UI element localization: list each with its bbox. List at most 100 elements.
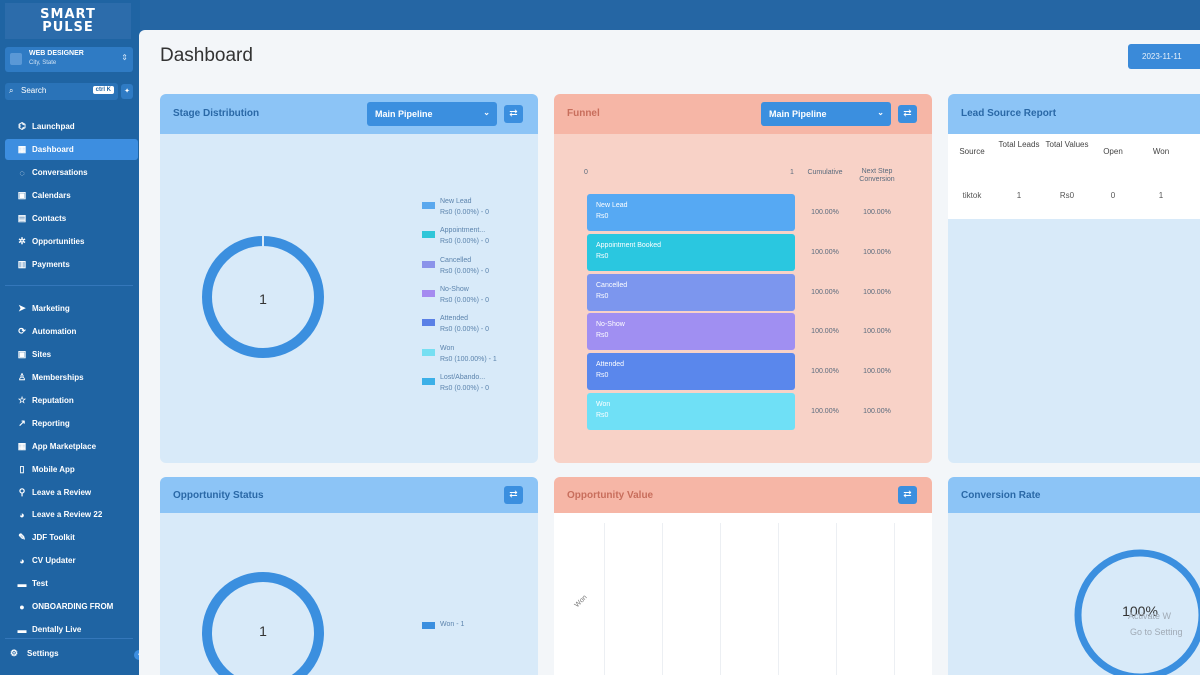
funnel-stage-name: Won [596, 401, 611, 408]
sidebar-item-test[interactable]: ▬ Test [0, 573, 140, 594]
automation-icon: ⟳ [18, 326, 26, 336]
sidebar-item-reporting[interactable]: ↗ Reporting [0, 413, 140, 434]
card-header: Opportunity Status ⇄ [160, 477, 538, 513]
swap-icon[interactable]: ⇄ [898, 486, 917, 504]
sidebar-item-contacts[interactable]: ▤ Contacts [0, 208, 140, 229]
monitor-icon: ▬ [17, 578, 27, 589]
legend-swatch [422, 289, 435, 297]
sidebar-item-leave-a-review[interactable]: ⚲ Leave a Review [0, 482, 140, 503]
grid-icon: ▦ [17, 144, 27, 154]
sidebar-item-label: JDF Toolkit [32, 533, 75, 542]
sidebar-item-memberships[interactable]: ♙ Memberships [0, 367, 140, 388]
grid-line [720, 523, 721, 675]
table-cell: tiktok [962, 191, 982, 200]
card-header: Funnel Main Pipeline ⌄ ⇄ [554, 94, 932, 134]
star-icon: ☆ [17, 395, 27, 405]
table-column-header: Won [1152, 147, 1170, 156]
funnel-cumulative: 100.00% [811, 328, 839, 336]
legend-stage-name: New Lead [440, 198, 472, 205]
funnel-stage-value: Rs0 [596, 252, 609, 260]
swap-icon[interactable]: ⇄ [504, 105, 523, 123]
donut-total: 1 [259, 623, 267, 639]
legend-stage-name: Won [440, 344, 455, 352]
lead-source-table: Source Total Leads Total Values Open Won tik… [948, 134, 1200, 219]
sidebar-item-label: Sites [32, 350, 52, 359]
funnel-bar[interactable]: No-Show Rs0 [587, 313, 795, 351]
sidebar-item-payments[interactable]: ▥ Payments [0, 254, 140, 275]
funnel-next-conversion: 100.00% [863, 368, 891, 376]
sidebar-item-label: CV Updater [32, 556, 76, 565]
sidebar-item-opportunities[interactable]: ✲ Opportunities [0, 231, 140, 252]
sidebar-item-onboarding-from[interactable]: ● ONBOARDING FROM [0, 596, 140, 617]
sidebar-item-jdf-toolkit[interactable]: ✎ JDF Toolkit [0, 527, 140, 548]
logo-line-2: PULSE [42, 20, 94, 35]
opportunity-status-card: Opportunity Status ⇄ 1 Won - 1 [160, 477, 538, 675]
legend-swatch [422, 622, 435, 629]
funnel-bar[interactable]: New Lead Rs0 [587, 194, 795, 231]
funnel-next-conversion: 100.00% [863, 209, 891, 216]
sidebar-item-settings[interactable]: ⚙ Settings [0, 643, 140, 664]
card-header: Opportunity Value ⇄ [554, 477, 932, 513]
legend-stage-detail: Rs0 (0.00%) - 0 [440, 296, 490, 304]
pipeline-select[interactable]: Main Pipeline ⌄ [367, 102, 497, 126]
funnel-col-cumulative: Cumulative [807, 169, 843, 176]
quick-action-button[interactable]: ✦ [121, 84, 133, 99]
sidebar-item-leave-a-review-22[interactable]: ◕ Leave a Review 22 [0, 504, 140, 525]
legend-swatch [422, 348, 435, 356]
funnel-bar[interactable]: Cancelled Rs0 [587, 273, 795, 311]
sidebar-item-dashboard[interactable]: ▦ Dashboard [5, 139, 138, 160]
legend-swatch [422, 260, 435, 268]
funnel-col-next: Next Step Conversion [852, 168, 902, 184]
funnel-stage-value: Rs0 [596, 213, 609, 220]
funnel-bar[interactable]: Appointment Booked Rs0 [587, 233, 795, 271]
send-icon: ➤ [18, 303, 26, 313]
sidebar-item-marketing[interactable]: ➤ Marketing [0, 298, 140, 319]
funnel-col-next-line2: Conversion [859, 176, 895, 183]
funnel-stage-name: Appointment Booked [596, 241, 661, 249]
sidebar-item-label: App Marketplace [32, 442, 97, 451]
stage-distribution-card: Stage Distribution Main Pipeline ⌄ ⇄ 1 N… [160, 94, 538, 463]
pipeline-select-value: Main Pipeline [375, 109, 433, 119]
sidebar-item-label: Calendars [32, 191, 71, 200]
globe-icon: ◕ [19, 555, 25, 566]
sidebar-item-app-marketplace[interactable]: ▦ App Marketplace [0, 436, 140, 457]
pipeline-select[interactable]: Main Pipeline ⌄ [761, 102, 891, 126]
sidebar-item-sites[interactable]: ▣ Sites [0, 344, 140, 365]
legend-stage-detail: Rs0 (0.00%) - 0 [440, 209, 490, 216]
sidebar-item-automation[interactable]: ⟳ Automation [0, 321, 140, 342]
sidebar-item-label: Test [32, 579, 48, 588]
card-header: Stage Distribution Main Pipeline ⌄ ⇄ [160, 94, 538, 134]
sidebar-item-conversations[interactable]: ◌ Conversations [0, 162, 140, 183]
opportunity-value-card: Opportunity Value ⇄ Won [554, 477, 932, 675]
legend-stage-detail: Rs0 (100.00%) - 1 [440, 355, 497, 363]
conversion-rate-card: Conversion Rate 100% Activate W Go to Se… [948, 477, 1200, 675]
funnel-next-conversion: 100.00% [863, 248, 891, 256]
search-input[interactable]: ⌕ Search ctrl K [5, 83, 118, 100]
sidebar-item-reputation[interactable]: ☆ Reputation [0, 390, 140, 411]
account-switcher[interactable]: WEB DESIGNER City, State ⇕ [5, 47, 133, 72]
legend-stage-detail: Rs0 (0.00%) - 0 [440, 267, 490, 275]
swap-icon[interactable]: ⇄ [504, 486, 523, 504]
search-icon: ⌕ [9, 86, 14, 95]
legend-stage-name: Attended [440, 315, 469, 323]
sidebar-item-calendars[interactable]: ▣ Calendars [0, 185, 140, 206]
sidebar-item-cv-updater[interactable]: ◕ CV Updater [0, 550, 140, 571]
payments-icon: ▥ [17, 259, 27, 269]
sidebar-item-dentally-live[interactable]: ▬ Dentally Live [0, 619, 140, 640]
table-column-header: Total Values [1045, 140, 1089, 149]
opportunities-icon: ✲ [18, 236, 26, 246]
funnel-bar[interactable]: Won Rs0 [587, 393, 795, 430]
grid-line [894, 523, 895, 675]
mobile-icon: ▯ [19, 464, 25, 474]
date-range-button[interactable]: 2023-11-11 [1128, 44, 1200, 69]
sidebar-item-launchpad[interactable]: ⌬ Launchpad [0, 116, 140, 137]
swap-icon[interactable]: ⇄ [898, 105, 917, 123]
legend-swatch [422, 377, 435, 385]
sidebar-item-mobile-app[interactable]: ▯ Mobile App [0, 459, 140, 480]
funnel-bar[interactable]: Attended Rs0 [587, 353, 795, 391]
pipeline-select-value: Main Pipeline [769, 109, 827, 119]
apps-icon: ▦ [17, 441, 27, 451]
logo[interactable]: SMART PULSE [5, 3, 131, 39]
top-bar [0, 0, 1200, 34]
nav-divider [5, 285, 133, 286]
